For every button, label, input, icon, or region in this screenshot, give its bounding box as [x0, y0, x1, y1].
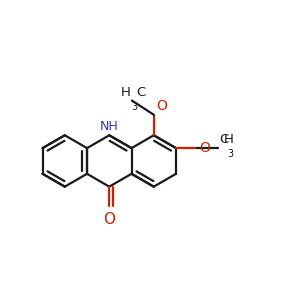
Text: 3: 3	[228, 149, 234, 159]
Text: H: H	[224, 133, 234, 146]
Text: C: C	[136, 86, 146, 99]
Text: O: O	[103, 212, 115, 226]
Text: H: H	[121, 86, 130, 99]
Text: O: O	[199, 141, 210, 155]
Text: O: O	[156, 99, 167, 113]
Text: 3: 3	[131, 102, 137, 112]
Text: C: C	[219, 133, 229, 146]
Text: NH: NH	[100, 120, 119, 133]
